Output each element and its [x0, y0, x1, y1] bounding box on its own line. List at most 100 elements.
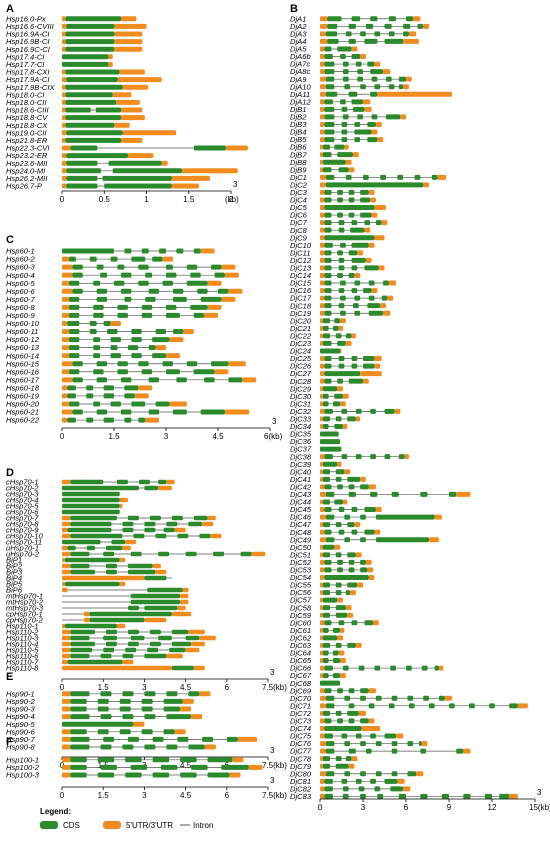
panel-letter: F	[6, 736, 13, 748]
gene-label: DjC62	[290, 633, 312, 642]
utr-block	[199, 691, 211, 697]
utr-block	[117, 77, 162, 83]
gene-label: DjA2	[290, 22, 307, 31]
cds-block	[72, 272, 83, 278]
utr-block	[381, 220, 388, 226]
utr-block	[428, 537, 439, 543]
gene-label: DjC80	[290, 769, 312, 778]
cds-block	[110, 345, 118, 351]
utr-block	[62, 369, 69, 375]
cds-block	[138, 417, 146, 423]
cds-block	[414, 174, 421, 180]
cds-block	[70, 635, 90, 641]
cds-block	[107, 329, 118, 335]
cds-block	[226, 736, 238, 742]
gene-row: DjC79	[290, 762, 355, 771]
gene-row: DjC42	[290, 482, 376, 491]
utr-block	[337, 461, 342, 467]
gene-label: Hsp24.0-MI	[6, 166, 46, 175]
utr-block	[348, 167, 355, 173]
utr-block	[320, 507, 325, 513]
gene-row: DjC4	[290, 196, 376, 205]
gene-label: DjC28	[290, 377, 312, 386]
gene-row: Hsp60-13	[6, 343, 166, 352]
cds-block	[105, 641, 117, 647]
cds-block	[193, 515, 208, 521]
axis-tick-label: 0.5	[99, 195, 111, 204]
utr-block	[320, 257, 325, 263]
cds-block	[95, 107, 122, 113]
utr-block	[320, 567, 325, 573]
gene-row: Hsp21.8-ER	[6, 136, 143, 145]
cds-block	[355, 733, 362, 739]
cds-block	[93, 304, 104, 310]
gene-label: DjA8c	[290, 67, 310, 76]
utr-block	[320, 703, 326, 709]
panel-axis: 0 0.5 1 1.5 2 3 (kb)	[60, 180, 239, 204]
cds-block	[70, 647, 93, 653]
cds-block	[337, 189, 343, 195]
gene-row: Hsp60-17	[6, 375, 257, 384]
cds-block	[221, 764, 249, 770]
gene-label: Hsp110-1	[6, 622, 38, 631]
gene-row: DjA4	[290, 37, 419, 46]
cds-block	[375, 771, 382, 777]
cds-block	[120, 409, 132, 415]
cds-block	[127, 641, 139, 647]
cds-block	[62, 509, 120, 515]
cds-block	[388, 703, 395, 709]
axis-tick-label: 1.5	[98, 683, 110, 692]
cds-block	[68, 369, 80, 375]
utr-block	[357, 250, 363, 256]
cds-block	[342, 786, 349, 792]
cds-block	[172, 296, 187, 302]
cds-block	[322, 756, 331, 762]
gene-label: DjC44	[290, 498, 311, 507]
cds-block	[441, 793, 449, 799]
gene-row: DjC17	[290, 294, 394, 303]
cds-block	[322, 159, 346, 165]
utr-block	[62, 393, 68, 399]
axis-tick-label: 4.5	[212, 432, 224, 441]
axis-tick-label: 6	[225, 791, 230, 800]
utr-block	[348, 763, 355, 769]
utr-block	[370, 197, 376, 203]
gene-label: Hsp100-2	[6, 763, 40, 772]
cds-block	[322, 605, 331, 611]
gene-row: cHsp70-3	[6, 490, 120, 499]
gene-row: cHsp70-1	[6, 478, 175, 487]
utr-block	[320, 84, 326, 90]
gene-row: DjC24	[290, 347, 342, 356]
cds-block	[332, 627, 341, 633]
gene-row: BiP4	[6, 574, 172, 583]
gene-row: DjC43	[290, 490, 471, 499]
cds-block	[327, 23, 338, 29]
gene-label: Hsp19.0-CII	[6, 128, 47, 137]
gene-label: Hsp110-8	[6, 664, 39, 673]
utr-block	[334, 544, 341, 550]
utr-block	[368, 484, 376, 490]
cds-block	[65, 69, 120, 75]
utr-block	[121, 16, 137, 22]
utr-block	[62, 46, 66, 52]
utr-block	[62, 772, 71, 778]
cds-block	[398, 454, 405, 460]
cds-block	[337, 340, 346, 346]
legend-utr-swatch	[103, 821, 121, 829]
gene-label: Hsp60-3	[6, 263, 35, 272]
utr-block	[161, 160, 168, 166]
utr-block	[383, 69, 391, 75]
cds-block	[70, 563, 90, 569]
cds-block	[110, 353, 121, 359]
cds-block	[67, 393, 76, 399]
gene-row: DjC3	[290, 188, 375, 197]
cds-block	[377, 793, 384, 799]
utr-block	[320, 167, 323, 173]
legend-cds-label: CDS	[63, 821, 80, 830]
utr-block	[320, 144, 323, 150]
utr-block	[367, 567, 374, 573]
utr-block	[364, 106, 372, 112]
cds-block	[341, 408, 348, 414]
cds-block	[138, 280, 149, 286]
utr-block	[434, 514, 442, 520]
